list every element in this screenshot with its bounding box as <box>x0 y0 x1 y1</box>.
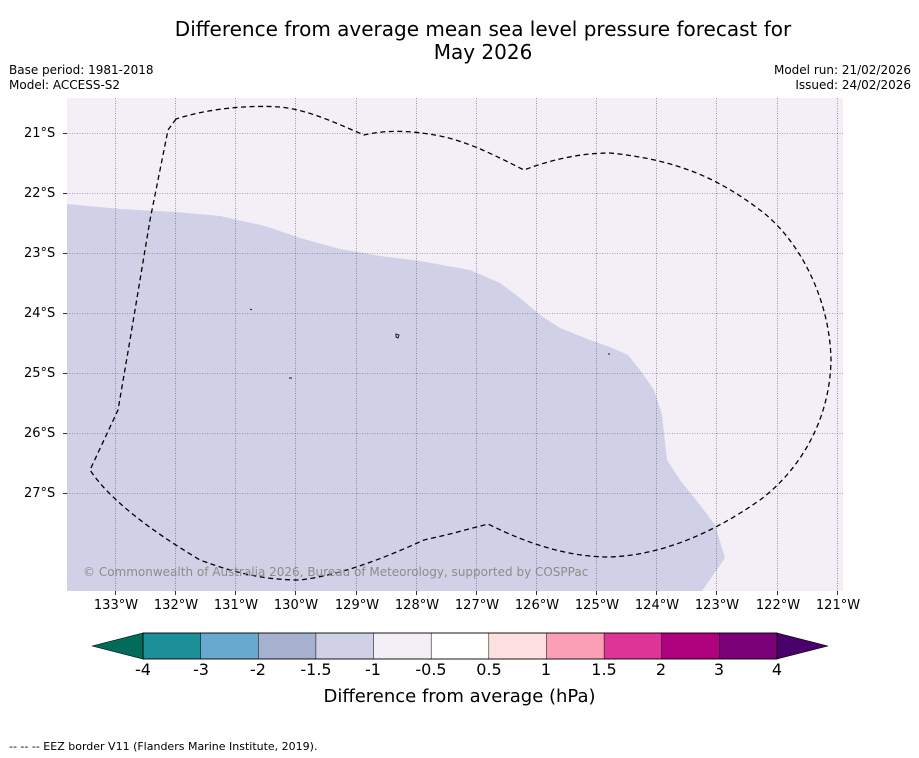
colorbar-tick: 0.5 <box>476 660 502 679</box>
colorbar-tick: 3 <box>713 660 725 679</box>
lat-label-25s: 25°S <box>24 366 56 381</box>
colorbar-tick: -1.5 <box>300 660 332 679</box>
copyright-notice: © Commonwealth of Australia 2026, Bureau… <box>83 565 589 579</box>
lat-label-23s: 23°S <box>24 246 56 261</box>
model-name: Model: ACCESS-S2 <box>9 78 121 92</box>
colorbar-segment <box>200 632 259 660</box>
axis-ticks <box>63 133 838 595</box>
colorbar-tick: -3 <box>193 660 209 679</box>
lon-label-124w: 124°W <box>634 598 680 613</box>
lon-label-126w: 126°W <box>514 598 560 613</box>
lat-label-26s: 26°S <box>24 426 56 441</box>
issued-date: Issued: 24/02/2026 <box>795 78 911 92</box>
colorbar-tick: 2 <box>655 660 667 679</box>
base-period: Base period: 1981-2018 <box>9 63 154 77</box>
colorbar-segment <box>603 632 663 660</box>
lon-label-129w: 129°W <box>334 598 380 613</box>
title-line-2: May 2026 <box>433 40 533 64</box>
colorbar-segment <box>373 632 432 660</box>
graticule <box>67 98 843 591</box>
colorbar-segment <box>488 632 548 660</box>
colorbar-segment <box>258 632 317 660</box>
lat-label-27s: 27°S <box>24 486 56 501</box>
lat-label-24s: 24°S <box>24 306 56 321</box>
colorbar-segment <box>142 632 202 660</box>
colorbar-segment <box>430 632 490 660</box>
colorbar-segment <box>315 632 375 660</box>
colorbar-tick: 1.5 <box>591 660 617 679</box>
colorbar-segment <box>546 632 605 660</box>
lon-label-131w: 131°W <box>213 598 259 613</box>
lon-label-133w: 133°W <box>93 598 139 613</box>
colorbar-under-arrow <box>91 632 144 660</box>
colorbar-tick: 1 <box>540 660 552 679</box>
title-line-1: Difference from average mean sea level p… <box>174 17 792 41</box>
map-title: Difference from average mean sea level p… <box>0 18 919 64</box>
lon-label-127w: 127°W <box>454 598 500 613</box>
lon-label-128w: 128°W <box>394 598 440 613</box>
pressure-anomaly-darker-region <box>67 204 725 591</box>
lon-label-132w: 132°W <box>153 598 199 613</box>
colorbar-tick: 4 <box>771 660 783 679</box>
colorbar <box>91 632 829 660</box>
lon-label-122w: 122°W <box>755 598 801 613</box>
islands <box>249 308 610 379</box>
colorbar-tick: -4 <box>135 660 151 679</box>
colorbar-label: Difference from average (hPa) <box>323 686 596 707</box>
model-run: Model run: 21/02/2026 <box>773 63 911 77</box>
lon-label-125w: 125°W <box>574 598 620 613</box>
colorbar-tick: -0.5 <box>415 660 447 679</box>
lon-label-123w: 123°W <box>694 598 740 613</box>
lon-label-121w: 121°W <box>815 598 861 613</box>
colorbar-segment <box>661 632 720 660</box>
colorbar-tick: -2 <box>250 660 266 679</box>
colorbar-tick: -1 <box>365 660 381 679</box>
lon-label-130w: 130°W <box>273 598 319 613</box>
lat-label-21s: 21°S <box>24 126 56 141</box>
metadata-left: Base period: 1981-2018 Model: ACCESS-S2 <box>9 63 154 93</box>
eez-border <box>89 105 832 581</box>
eez-legend-note: -- -- -- EEZ border V11 (Flanders Marine… <box>9 740 318 753</box>
metadata-right: Model run: 21/02/2026 Issued: 24/02/2026 <box>774 63 911 93</box>
lat-label-22s: 22°S <box>24 186 56 201</box>
colorbar-over-arrow <box>776 632 829 660</box>
colorbar-segment <box>719 632 778 660</box>
